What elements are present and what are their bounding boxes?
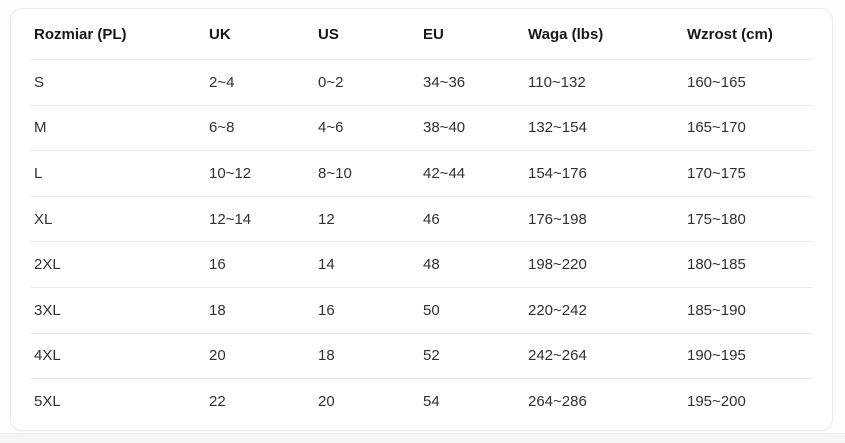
cell: 16 <box>318 301 335 319</box>
cell: 54 <box>423 392 440 410</box>
table-row: 4XL 20 18 52 242~264 190~195 <box>31 332 812 379</box>
cell: 160~165 <box>687 73 746 91</box>
cell: 110~132 <box>528 73 586 91</box>
cell: 48 <box>423 256 440 274</box>
cell: 42~44 <box>423 164 466 182</box>
cell: 46 <box>423 210 440 228</box>
cell: 0~2 <box>318 73 344 91</box>
cell: 14 <box>318 256 335 274</box>
cell: 154~176 <box>528 164 587 182</box>
cell: 10~12 <box>209 164 252 182</box>
table-row: L 10~12 8~10 42~44 154~176 170~175 <box>31 150 812 196</box>
cell: 20 <box>209 347 226 365</box>
cell: S <box>34 73 45 91</box>
cell: 16 <box>209 256 226 274</box>
cell: 132~154 <box>528 119 587 137</box>
cell: 50 <box>423 301 440 319</box>
size-chart-body: S 2~4 0~2 34~36 110~132 160~165 M 6~8 4~… <box>31 59 812 424</box>
header-cell-rozmiar-pl: Rozmiar (PL) <box>34 25 127 43</box>
cell: 2~4 <box>209 73 235 91</box>
cell: M <box>34 119 47 137</box>
cell: 180~185 <box>687 256 746 274</box>
size-chart-header-row: Rozmiar (PL) UK US EU Waga (lbs) Wzrost … <box>31 9 812 59</box>
cell: 18 <box>318 347 335 365</box>
table-row: 3XL 18 16 50 220~242 185~190 <box>31 286 812 333</box>
cell: 165~170 <box>687 119 746 137</box>
cell: 34~36 <box>423 73 466 91</box>
cell: 264~286 <box>528 392 587 410</box>
cell: 8~10 <box>318 164 352 182</box>
cell: 6~8 <box>209 119 235 137</box>
cell: 38~40 <box>423 119 466 137</box>
cell: 175~180 <box>687 210 746 228</box>
table-row: 2XL 16 14 48 198~220 180~185 <box>31 241 812 287</box>
header-cell-eu: EU <box>423 25 444 43</box>
table-row: M 6~8 4~6 38~40 132~154 165~170 <box>31 104 812 151</box>
cell: 4~6 <box>318 119 344 137</box>
header-cell-wzrost-cm: Wzrost (cm) <box>687 25 773 43</box>
cell: 242~264 <box>528 347 587 365</box>
header-cell-uk: UK <box>209 25 231 43</box>
cell: 195~200 <box>687 392 746 410</box>
cell: 12 <box>318 210 335 228</box>
cell: 220~242 <box>528 301 587 319</box>
cell: 20 <box>318 392 335 410</box>
cell: 22 <box>209 392 226 410</box>
cell: 170~175 <box>687 164 746 182</box>
table-row: XL 12~14 12 46 176~198 175~180 <box>31 195 812 242</box>
cell: 2XL <box>34 256 61 274</box>
size-chart-card: Rozmiar (PL) UK US EU Waga (lbs) Wzrost … <box>10 8 833 431</box>
cell: 12~14 <box>209 210 252 228</box>
page-section-divider <box>0 433 845 443</box>
cell: 176~198 <box>528 210 587 228</box>
cell: 4XL <box>34 347 61 365</box>
cell: 3XL <box>34 301 61 319</box>
cell: 190~195 <box>687 347 746 365</box>
table-row: S 2~4 0~2 34~36 110~132 160~165 <box>31 59 812 105</box>
cell: 198~220 <box>528 256 587 274</box>
cell: 185~190 <box>687 301 746 319</box>
header-cell-us: US <box>318 25 339 43</box>
cell: 18 <box>209 301 226 319</box>
cell: XL <box>34 210 53 228</box>
cell: L <box>34 164 43 182</box>
cell: 52 <box>423 347 440 365</box>
table-row: 5XL 22 20 54 264~286 195~200 <box>31 378 812 424</box>
cell: 5XL <box>34 392 61 410</box>
header-cell-waga-lbs: Waga (lbs) <box>528 25 604 43</box>
